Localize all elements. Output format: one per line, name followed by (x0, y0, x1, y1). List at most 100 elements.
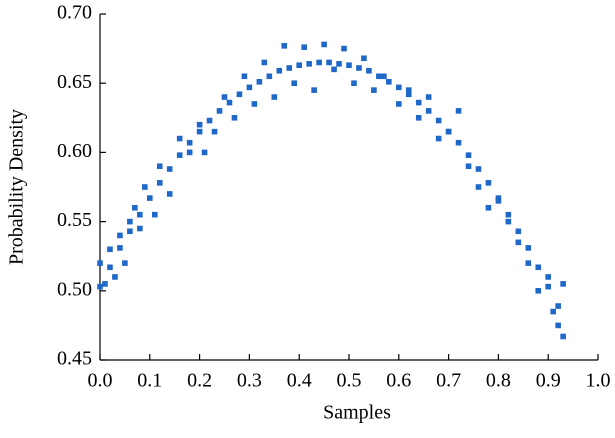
point (545, 274, 551, 280)
point (261, 59, 268, 66)
point (475, 184, 482, 190)
x-tick-label: 0.4 (287, 370, 312, 392)
point (415, 115, 422, 121)
point (122, 260, 128, 266)
x-axis-label: Samples (323, 402, 391, 424)
point (117, 232, 123, 239)
point (560, 333, 566, 340)
point (211, 128, 218, 135)
x-tick-label: 0.5 (337, 370, 362, 392)
point (241, 73, 248, 80)
point (266, 73, 273, 80)
point (351, 80, 357, 86)
point (311, 87, 317, 93)
point (381, 73, 387, 80)
point (97, 260, 103, 266)
point (291, 80, 298, 86)
point (301, 44, 307, 51)
point (306, 61, 312, 67)
point (465, 163, 472, 170)
point (147, 195, 153, 201)
point (226, 99, 233, 106)
point (341, 45, 347, 52)
point (166, 166, 173, 172)
point (117, 245, 123, 251)
point (396, 101, 402, 107)
y-tick-label: 0.50 (57, 278, 92, 300)
point (236, 91, 243, 98)
point (256, 79, 263, 85)
point (435, 135, 442, 142)
x-tick-label: 0.6 (386, 370, 411, 392)
point (405, 91, 412, 98)
point (137, 225, 143, 232)
point (366, 67, 372, 74)
point (102, 281, 108, 287)
point (371, 87, 377, 93)
x-tick-label: 0.1 (137, 370, 162, 392)
point (276, 67, 283, 74)
point (326, 59, 332, 66)
point (196, 121, 203, 128)
point (271, 94, 278, 100)
x-tick-label: 0.7 (436, 370, 461, 392)
point (186, 139, 193, 146)
point (281, 43, 288, 49)
point (505, 211, 512, 218)
point (525, 260, 532, 266)
point (405, 87, 412, 93)
point (286, 65, 293, 71)
point (246, 84, 253, 91)
point (156, 180, 163, 186)
point (316, 59, 322, 66)
point (435, 117, 442, 124)
point (127, 228, 133, 235)
x-tick-label: 0.3 (237, 370, 262, 392)
point (231, 115, 238, 121)
point (535, 288, 542, 294)
point (465, 152, 472, 158)
point (142, 184, 148, 190)
point (127, 218, 133, 225)
point (296, 62, 302, 69)
point (376, 73, 382, 80)
point (176, 135, 183, 142)
point (505, 218, 512, 225)
point (196, 128, 203, 135)
point (107, 264, 113, 271)
point (560, 281, 566, 287)
point (485, 180, 492, 186)
point (201, 149, 208, 156)
y-tick-label: 0.60 (57, 140, 92, 162)
point (455, 139, 462, 146)
point (525, 245, 532, 251)
point (515, 228, 522, 235)
point (216, 108, 223, 114)
point (132, 204, 138, 211)
y-tick-label: 0.70 (57, 2, 92, 24)
point (251, 101, 258, 107)
point (485, 204, 492, 211)
point (475, 166, 482, 172)
x-tick-label: 0.0 (88, 370, 113, 392)
point (415, 99, 422, 106)
y-tick-label: 0.65 (57, 71, 92, 93)
x-tick-label: 0.2 (187, 370, 212, 392)
point (107, 246, 113, 253)
point (156, 163, 163, 170)
point (445, 128, 452, 135)
point (151, 211, 158, 218)
point (425, 94, 432, 100)
point (331, 66, 337, 73)
point (221, 94, 228, 100)
point (535, 264, 542, 271)
y-tick-label: 0.45 (57, 348, 92, 370)
point (555, 322, 561, 329)
x-tick-label: 0.8 (486, 370, 511, 392)
point (425, 108, 432, 114)
x-tick-label: 0.9 (536, 370, 561, 392)
point (356, 65, 362, 71)
point (186, 149, 193, 156)
point (176, 152, 183, 158)
point (166, 191, 173, 197)
